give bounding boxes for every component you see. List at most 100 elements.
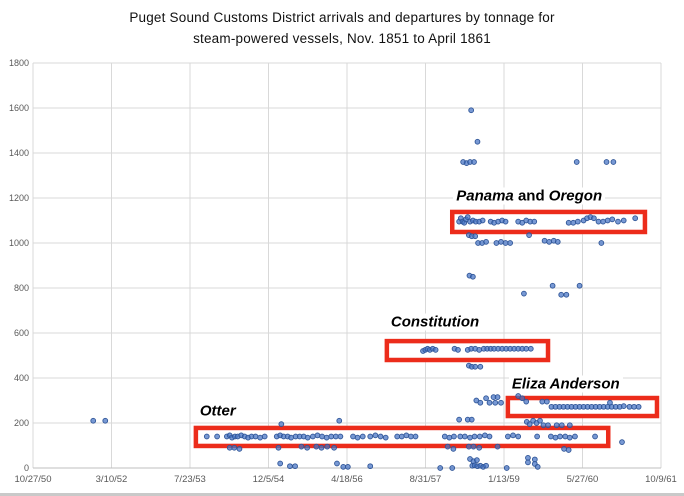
- data-point: [277, 460, 284, 467]
- data-point: [523, 398, 530, 405]
- data-point: [472, 363, 479, 370]
- data-point: [483, 395, 489, 402]
- data-point: [540, 422, 547, 429]
- vessel-label-constitution: Constitution: [387, 313, 483, 331]
- vessel-label-text: Constitution: [390, 313, 480, 331]
- data-point: [287, 463, 293, 470]
- data-point: [600, 218, 606, 225]
- data-point: [394, 433, 401, 440]
- highlight-box-panama-oregon: [449, 209, 648, 235]
- data-point: [432, 347, 439, 353]
- data-point: [486, 399, 493, 406]
- data-point: [450, 446, 457, 452]
- data-point: [620, 403, 627, 409]
- data-point: [479, 217, 486, 224]
- x-tick-label: 3/10/52: [96, 474, 128, 485]
- data-point: [515, 433, 522, 440]
- data-point: [261, 433, 268, 440]
- data-point: [471, 159, 477, 165]
- data-point: [494, 443, 501, 450]
- data-point: [486, 433, 493, 440]
- data-point: [340, 464, 347, 470]
- data-point: [474, 138, 481, 145]
- vessel-label-text: Oregon: [548, 187, 603, 205]
- data-point: [323, 434, 330, 441]
- y-tick-label: 600: [14, 328, 29, 338]
- data-point: [476, 347, 483, 353]
- data-point: [510, 432, 516, 439]
- x-tick-label: 5/27/60: [567, 474, 599, 485]
- data-point: [537, 417, 543, 424]
- data-point: [275, 444, 282, 451]
- y-tick-label: 1800: [9, 58, 29, 68]
- data-point: [632, 215, 639, 222]
- data-point: [90, 417, 97, 424]
- data-point: [507, 240, 514, 246]
- vessel-label-eliza-anderson: Eliza Anderson: [508, 375, 623, 393]
- y-tick-label: 1400: [9, 148, 29, 158]
- data-point: [545, 422, 551, 429]
- data-point: [631, 403, 637, 410]
- data-point: [498, 399, 504, 406]
- chart-title: Puget Sound Customs District arrivals an…: [0, 7, 684, 49]
- data-point: [525, 459, 531, 466]
- data-point: [519, 395, 526, 402]
- data-point: [595, 218, 602, 225]
- data-point: [503, 465, 510, 471]
- data-point: [412, 433, 419, 440]
- chart-title-line2: steam-powered vessels, Nov. 1851 to Apri…: [193, 31, 491, 46]
- data-point: [477, 399, 484, 406]
- data-point: [609, 216, 616, 223]
- data-point: [451, 433, 457, 440]
- data-point: [552, 434, 559, 441]
- data-point: [553, 422, 560, 429]
- vessel-label-text: Otter: [199, 402, 236, 420]
- data-point: [502, 240, 509, 246]
- data-point: [548, 433, 554, 440]
- data-point: [328, 433, 335, 440]
- data-point: [313, 443, 320, 450]
- data-point: [531, 218, 538, 225]
- bottom-window-edge: [0, 493, 684, 496]
- data-point: [252, 433, 259, 440]
- data-point: [464, 214, 471, 220]
- data-point: [544, 398, 550, 405]
- data-point: [558, 422, 565, 429]
- data-point: [324, 443, 331, 450]
- data-point: [493, 240, 500, 246]
- data-point: [310, 433, 316, 440]
- data-point: [483, 239, 489, 245]
- data-point: [558, 291, 565, 298]
- data-point: [470, 443, 477, 450]
- data-point: [549, 282, 556, 289]
- data-point: [591, 215, 597, 222]
- data-point: [539, 398, 546, 405]
- y-tick-label: 400: [14, 373, 29, 383]
- data-point: [377, 433, 384, 440]
- data-point: [437, 465, 444, 471]
- data-point: [565, 447, 572, 453]
- data-point: [476, 444, 483, 451]
- data-point: [456, 416, 462, 423]
- data-point: [574, 218, 581, 225]
- data-point: [226, 444, 233, 451]
- data-point: [541, 237, 548, 244]
- data-point: [236, 446, 243, 452]
- data-point: [570, 219, 577, 226]
- x-tick-label: 10/9/61: [645, 474, 677, 485]
- data-point: [359, 433, 366, 440]
- data-point: [203, 433, 210, 440]
- data-point: [492, 399, 499, 406]
- data-point: [620, 217, 627, 224]
- data-point: [526, 421, 533, 427]
- data-point: [304, 434, 311, 441]
- x-tick-label: 4/18/56: [331, 474, 363, 485]
- data-point: [615, 218, 621, 225]
- data-point: [557, 433, 563, 440]
- data-point: [546, 239, 553, 245]
- data-point: [603, 159, 610, 165]
- data-point: [403, 432, 410, 439]
- vessel-label-text: Eliza Anderson: [511, 375, 620, 393]
- data-point: [534, 464, 541, 470]
